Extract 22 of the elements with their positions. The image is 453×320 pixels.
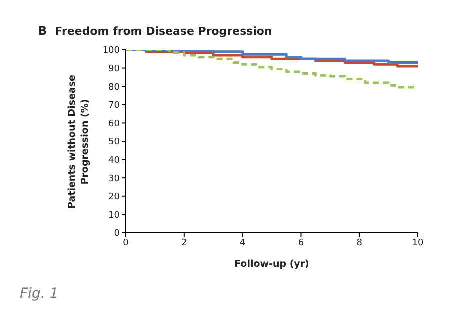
y-axis-title: Patients without Disease Progression (%) — [66, 74, 92, 211]
y-tick-label: 70 — [108, 101, 120, 112]
y-tick-label: 60 — [108, 119, 120, 130]
y-tick-label: 40 — [108, 156, 120, 166]
x-axis-title: Follow-up (yr) — [234, 259, 310, 270]
x-tick-label: 8 — [356, 238, 363, 248]
y-tick-label: 10 — [108, 210, 120, 221]
y-tick-label: 50 — [108, 138, 120, 148]
x-tick-label: 4 — [240, 238, 246, 248]
x-tick-label: 2 — [182, 238, 188, 248]
y-tick-label: 0 — [114, 229, 120, 240]
x-tick-label: 6 — [298, 238, 304, 248]
x-tick-label: 10 — [412, 238, 424, 248]
y-tick-label: 90 — [108, 64, 120, 74]
chart-title: Freedom from Disease Progression — [55, 25, 272, 38]
y-tick-label: 30 — [108, 174, 120, 184]
y-tick-label: 80 — [108, 82, 120, 93]
caption: Fig. 1 — [20, 286, 59, 302]
x-tick-label: 0 — [123, 238, 130, 248]
text: B — [38, 24, 48, 38]
y-tick-label: 20 — [108, 192, 120, 203]
y-tick-label: 100 — [102, 46, 120, 56]
